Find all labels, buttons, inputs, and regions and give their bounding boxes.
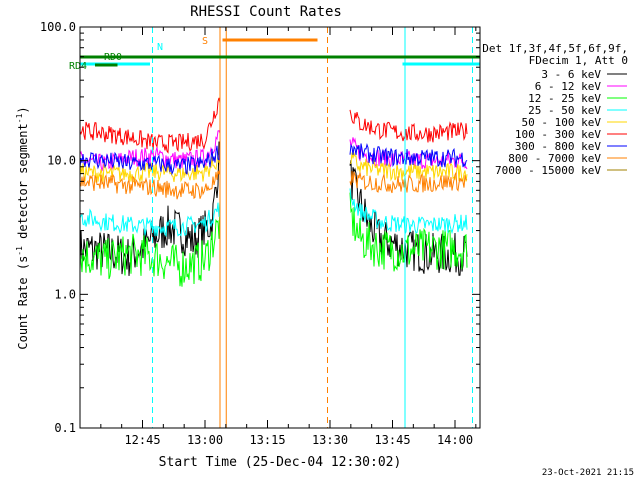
series-line-3-seg0 <box>80 200 221 238</box>
series-line-6-seg1 <box>349 142 468 168</box>
y-tick-label: 100.0 <box>40 20 76 34</box>
flag-label-rd0: RD0 <box>104 52 122 63</box>
chart-title: RHESSI Count Rates <box>190 4 342 20</box>
legend-entry-label: 7000 - 15000 keV <box>495 164 601 177</box>
plot-layer: N S RD0 RD4 <box>69 27 480 428</box>
y-axis-label-part1: Count Rate (s <box>16 256 30 350</box>
legend-entry-label: 3 - 6 keV <box>541 68 601 81</box>
x-tick-label: 12:45 <box>124 433 160 447</box>
series-line-2-seg1 <box>349 192 468 272</box>
axis-layer: 0.1 1.0 10.0 100.0 12:45 13:00 13:15 13:30 13:45… <box>40 20 481 447</box>
x-tick-label: 13:00 <box>187 433 223 447</box>
x-tick-label: 13:15 <box>249 433 285 447</box>
legend-header-line1: Det 1f,3f,4f,5f,6f,9f, <box>482 42 628 55</box>
series-line-4-seg1 <box>349 151 468 182</box>
x-tick-label: 13:30 <box>312 433 348 447</box>
legend-entry-label: 25 - 50 keV <box>528 104 601 117</box>
flag-label-s: S <box>202 36 208 47</box>
legend-entry-label: 100 - 300 keV <box>515 128 601 141</box>
x-axis-label: Start Time (25-Dec-04 12:30:02) <box>159 455 402 470</box>
legend-header-line2: FDecim 1, Att 0 <box>529 54 628 67</box>
plot-frame <box>79 26 481 429</box>
series-line-5-seg0 <box>80 97 221 154</box>
legend: Det 1f,3f,4f,5f,6f,9f, FDecim 1, Att 0 3… <box>482 42 628 177</box>
legend-entry-label: 50 - 100 keV <box>522 116 602 129</box>
x-tick-label: 14:00 <box>437 433 473 447</box>
series-line-5-seg1 <box>349 109 468 143</box>
series-line-7-seg1 <box>349 170 468 194</box>
legend-entry-label: 12 - 25 keV <box>528 92 601 105</box>
y-axis-label-part3: ) <box>16 106 30 113</box>
series-5 <box>80 97 468 154</box>
legend-entry-label: 300 - 800 keV <box>515 140 601 153</box>
y-axis-label-sup2: -1 <box>15 113 24 123</box>
legend-entry-label: 6 - 12 keV <box>535 80 602 93</box>
series-7 <box>80 169 468 200</box>
series-2 <box>80 192 468 287</box>
series-4 <box>80 148 468 184</box>
series-line-2-seg0 <box>80 203 221 287</box>
y-tick-label: 0.1 <box>54 421 76 435</box>
y-tick-label: 10.0 <box>47 154 76 168</box>
footer-timestamp: 23-Oct-2021 21:15 <box>542 468 634 478</box>
series-line-3-seg1 <box>349 188 468 236</box>
series-line-7-seg0 <box>80 169 221 200</box>
series-line-4-seg0 <box>80 148 221 184</box>
flag-label-n: N <box>157 42 163 53</box>
x-tick-label: 13:45 <box>374 433 410 447</box>
y-axis-label: Count Rate (s-1 detector segment-1) <box>15 106 30 349</box>
series-6 <box>80 142 468 176</box>
y-axis-label-part2: detector segment <box>16 123 30 246</box>
series-line-6-seg0 <box>80 143 221 176</box>
y-axis-label-sup1: -1 <box>15 246 24 256</box>
legend-entry-label: 800 - 7000 keV <box>508 152 601 165</box>
y-tick-label: 1.0 <box>54 287 76 301</box>
series-3 <box>80 188 468 238</box>
flag-label-rd4: RD4 <box>69 61 87 72</box>
